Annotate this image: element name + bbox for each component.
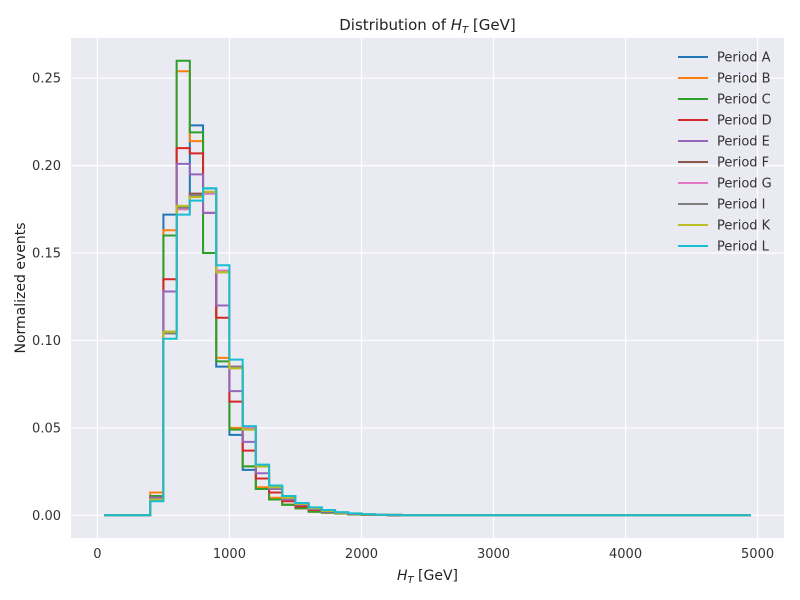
x-tick-label: 1000 xyxy=(213,547,246,562)
y-tick-label: 0.05 xyxy=(32,421,61,436)
x-tick-label: 5000 xyxy=(741,547,774,562)
x-tick-label: 3000 xyxy=(477,547,510,562)
legend-label-period-k: Period K xyxy=(717,219,771,234)
legend-label-period-f: Period F xyxy=(717,156,769,171)
legend-label-period-g: Period G xyxy=(717,177,772,192)
legend-label-period-i: Period I xyxy=(717,198,766,213)
y-tick-labels: 0.00 0.05 0.10 0.15 0.20 0.25 xyxy=(32,72,61,524)
legend-label-period-b: Period B xyxy=(717,72,771,87)
chart-title: Distribution of HT [GeV] xyxy=(339,16,516,36)
legend-label-period-l: Period L xyxy=(717,240,770,255)
y-tick-label: 0.00 xyxy=(32,509,61,524)
legend: Period A Period B Period C Period D Period E… xyxy=(678,51,772,255)
y-tick-label: 0.10 xyxy=(32,334,61,349)
x-tick-label: 4000 xyxy=(609,547,642,562)
x-tick-label: 0 xyxy=(93,547,101,562)
legend-label-period-d: Period D xyxy=(717,114,772,129)
legend-label-period-a: Period A xyxy=(717,51,771,66)
legend-label-period-e: Period E xyxy=(717,135,770,150)
legend-label-period-c: Period C xyxy=(717,93,771,108)
series-line-period-l xyxy=(104,187,751,517)
plot-background xyxy=(71,38,784,538)
y-tick-label: 0.20 xyxy=(32,159,61,174)
y-tick-label: 0.25 xyxy=(32,72,61,87)
series-layer xyxy=(104,59,751,517)
x-tick-labels: 0 1000 2000 3000 4000 5000 xyxy=(93,547,774,562)
x-tick-label: 2000 xyxy=(345,547,378,562)
y-tick-label: 0.15 xyxy=(32,247,61,262)
x-axis-label: HT [GeV] xyxy=(397,568,458,586)
y-axis-label: Normalized events xyxy=(13,222,29,353)
